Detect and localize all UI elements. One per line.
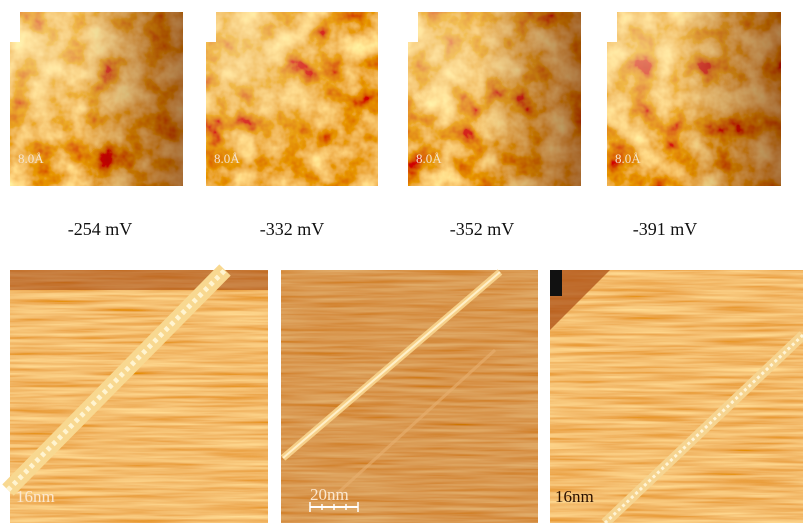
stm-image [10, 270, 268, 523]
bottom-panel: 16nm [8, 270, 268, 523]
scale-label: 16nm [16, 487, 55, 506]
voltage-label: -254 mV [68, 219, 133, 239]
image-corner [550, 270, 562, 296]
image-notch [10, 12, 20, 42]
voltage-label: -391 mV [633, 219, 698, 239]
voltage-label: -332 mV [260, 219, 325, 239]
scale-label: 20nm [310, 485, 349, 504]
top-panel: 8.0Å [607, 12, 781, 186]
bottom-panel: 16nm [550, 270, 803, 523]
scale-label: 8.0Å [18, 151, 44, 166]
image-shade [10, 270, 268, 290]
image-notch [206, 12, 216, 42]
stm-image [550, 270, 803, 523]
scale-label: 8.0Å [214, 151, 240, 166]
bottom-panel: 20nm [281, 270, 538, 523]
page: 8.0Å 8.0Å 8.0Å 8.0Å -254 mV -332 mV -352… [0, 0, 803, 523]
voltage-label: -352 mV [450, 219, 515, 239]
top-panel: 8.0Å [10, 12, 183, 186]
image-notch [408, 12, 418, 42]
figure: 8.0Å 8.0Å 8.0Å 8.0Å -254 mV -332 mV -352… [0, 0, 803, 523]
top-panel: 8.0Å [408, 12, 581, 186]
scale-label: 8.0Å [416, 151, 442, 166]
image-notch [607, 12, 617, 42]
scale-label: 16nm [555, 487, 594, 506]
scale-label: 8.0Å [615, 151, 641, 166]
top-panel: 8.0Å [206, 12, 378, 186]
